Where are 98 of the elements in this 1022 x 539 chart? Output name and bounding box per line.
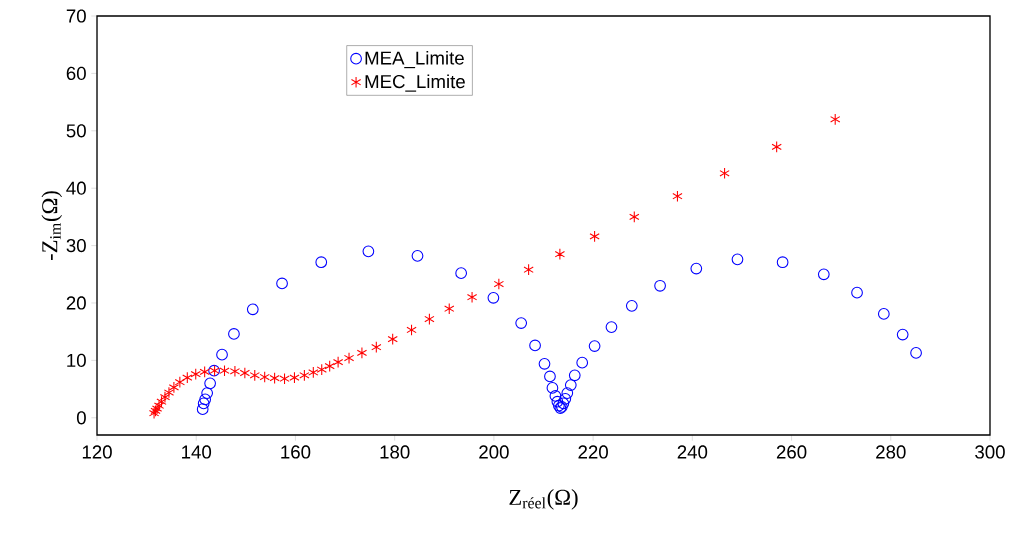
point	[199, 365, 210, 378]
point	[362, 245, 375, 258]
x-axis-title: Z$_{réel}$(Ω)	[509, 489, 578, 510]
point	[219, 364, 230, 377]
point	[308, 366, 319, 379]
point	[546, 382, 559, 394]
point	[411, 250, 424, 262]
point	[561, 387, 574, 399]
point	[229, 365, 241, 378]
point	[830, 113, 841, 126]
point	[493, 278, 505, 290]
point	[538, 357, 551, 370]
x-tick-label: 240	[677, 445, 708, 459]
point	[444, 302, 455, 315]
y-tick-label: 20	[66, 296, 86, 310]
y-tick-label: 0	[76, 411, 86, 425]
point	[299, 369, 310, 382]
y-tick-label: 30	[66, 238, 86, 253]
x-tick-label: 220	[578, 445, 608, 459]
point	[156, 395, 167, 408]
point	[515, 317, 528, 329]
point	[276, 277, 288, 290]
point	[776, 256, 789, 269]
point	[896, 328, 909, 341]
point	[731, 253, 744, 266]
point	[455, 267, 468, 280]
point	[196, 403, 209, 416]
point	[216, 348, 228, 361]
x-tick-label: 180	[380, 445, 410, 459]
legend-label: MEC_Limite	[365, 74, 465, 92]
point	[259, 371, 270, 383]
point	[228, 328, 240, 340]
point	[672, 190, 683, 203]
point	[629, 211, 640, 223]
point	[771, 141, 782, 153]
y-axis-title: -Z$_{im}$(Ω)	[41, 191, 63, 261]
point	[406, 324, 417, 336]
point	[163, 386, 175, 399]
y-tick-label: 40	[66, 181, 86, 195]
point	[817, 268, 830, 281]
point	[315, 256, 328, 269]
point	[197, 397, 210, 410]
point	[564, 379, 577, 391]
x-tick-label: 300	[975, 445, 1005, 459]
point	[249, 369, 260, 382]
point	[559, 392, 572, 405]
point	[204, 377, 216, 390]
point	[605, 321, 618, 333]
point	[356, 347, 368, 359]
point	[269, 372, 280, 385]
point	[201, 387, 214, 399]
y-tick-label: 50	[66, 124, 86, 138]
point	[324, 360, 335, 372]
point	[568, 369, 581, 382]
point	[289, 371, 300, 384]
y-tick-label: 10	[67, 353, 86, 367]
point	[690, 262, 703, 275]
x-tick-label: 160	[281, 445, 311, 459]
point	[246, 303, 259, 316]
x-tick-label: 140	[182, 445, 212, 459]
point	[576, 356, 589, 369]
point	[424, 313, 435, 325]
point	[182, 371, 193, 384]
y-tick-label: 70	[66, 9, 86, 23]
point	[159, 391, 171, 403]
x-tick-label: 120	[82, 445, 112, 459]
point	[174, 376, 186, 389]
point	[544, 370, 556, 383]
point	[551, 395, 564, 408]
point	[332, 356, 344, 368]
point	[625, 299, 638, 312]
point	[851, 286, 863, 299]
point	[466, 291, 478, 304]
point	[523, 263, 534, 276]
point	[239, 367, 251, 379]
point	[387, 333, 398, 346]
point	[487, 291, 500, 304]
x-tick-label: 200	[479, 445, 509, 459]
point	[588, 340, 601, 352]
legend-label: MEA_Limite	[365, 50, 464, 69]
point	[343, 352, 355, 364]
point	[529, 339, 541, 352]
point	[910, 347, 922, 359]
point	[589, 230, 600, 243]
point	[719, 167, 730, 180]
x-tick-label: 280	[876, 445, 906, 459]
point	[190, 368, 201, 381]
y-tick-label: 60	[66, 66, 86, 81]
point	[168, 381, 180, 394]
point	[549, 390, 562, 402]
point	[316, 363, 327, 376]
point	[877, 308, 890, 320]
point	[279, 372, 290, 385]
point	[654, 279, 666, 292]
point	[554, 248, 566, 261]
point	[199, 393, 212, 406]
x-tick-label: 260	[776, 445, 807, 459]
point	[371, 341, 382, 354]
